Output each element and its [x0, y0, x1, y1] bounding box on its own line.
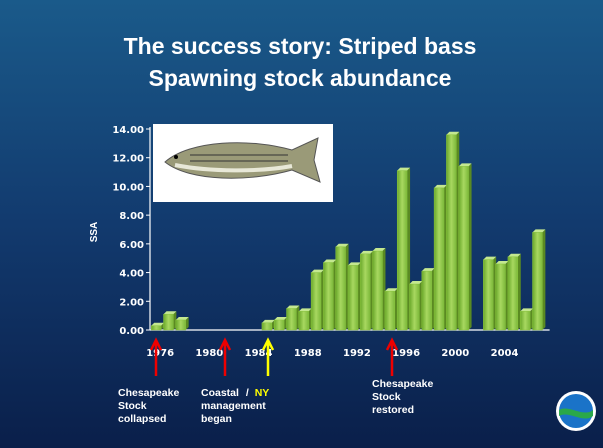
bar-top — [298, 308, 312, 312]
y-tick-label: 2.00 — [119, 297, 144, 308]
bar — [323, 262, 334, 331]
bar-top — [348, 262, 361, 266]
y-tick-label: 0.00 — [119, 326, 144, 337]
bar — [532, 232, 543, 331]
bar-top — [335, 243, 349, 247]
annotation: Coastal / NY management began — [201, 387, 272, 425]
x-tick-label: 2004 — [491, 348, 519, 359]
y-tick-label: 4.00 — [119, 269, 144, 280]
bar — [261, 322, 273, 331]
bar-side — [542, 229, 546, 330]
bar — [396, 170, 408, 331]
bar — [273, 319, 285, 331]
bar — [483, 259, 494, 331]
x-tick-label: 1980 — [195, 348, 223, 359]
y-tick-label: 14.00 — [112, 125, 144, 136]
bar-top — [520, 308, 534, 312]
x-tick-label: 1984 — [245, 348, 273, 359]
bar — [360, 253, 371, 331]
bar-top — [495, 260, 509, 264]
bar-top — [409, 281, 423, 285]
bar — [310, 272, 322, 331]
bar — [298, 311, 309, 331]
bar — [507, 256, 519, 331]
x-tick-label: 1988 — [294, 348, 322, 359]
bar-top — [483, 256, 497, 260]
bar — [384, 290, 396, 331]
bar-top — [397, 167, 411, 171]
bar — [458, 166, 469, 331]
x-tick-label: 1976 — [146, 348, 174, 359]
bar-top — [421, 268, 435, 272]
y-axis-label: SSA — [89, 222, 100, 243]
x-tick-label: 1992 — [343, 348, 371, 359]
bar — [519, 311, 531, 331]
bar-top — [458, 163, 472, 167]
bar-top — [372, 248, 386, 252]
bar — [409, 283, 420, 331]
bar-top — [507, 253, 521, 257]
y-tick-label: 8.00 — [119, 211, 144, 222]
y-tick-label: 12.00 — [112, 154, 144, 165]
subtitle: Spawning stock abundance — [149, 65, 452, 91]
bar — [150, 325, 162, 331]
bar — [175, 319, 186, 331]
bar-side — [468, 163, 472, 330]
bar-top — [323, 259, 337, 263]
bar-side — [517, 253, 521, 330]
x-tick-label: 1996 — [392, 348, 420, 359]
x-tick-label: 2000 — [441, 348, 469, 359]
bar-top — [151, 322, 165, 326]
arrows — [149, 337, 399, 376]
bar-side — [185, 316, 189, 330]
annotation: Chesapeake Stock restored — [372, 378, 436, 416]
y-tick-label: 6.00 — [119, 240, 144, 251]
bar — [421, 270, 432, 331]
bar-top — [261, 319, 275, 323]
y-tick-label: 10.00 — [112, 182, 144, 193]
bar — [335, 246, 346, 331]
bar-top — [532, 229, 546, 233]
logo — [556, 391, 596, 431]
bar-top — [434, 184, 447, 188]
bar-top — [163, 311, 177, 315]
plot: 0.00 2.00 4.00 6.00 8.00 10.00 12.00 14.00 1976 1… — [112, 125, 550, 359]
bar — [495, 263, 506, 331]
bar-top — [446, 131, 460, 135]
bar-top — [384, 288, 398, 292]
bar-top — [274, 316, 288, 320]
bar — [347, 265, 359, 331]
bar-top — [360, 250, 374, 254]
bar-top — [286, 305, 300, 309]
bar — [286, 308, 297, 331]
annotation: Chesapeake Stock collapsed — [118, 387, 182, 425]
bar — [163, 313, 174, 331]
fish-image — [153, 124, 333, 202]
title: The success story: Striped bass — [124, 33, 477, 59]
bar — [446, 134, 457, 331]
bar-top — [175, 316, 189, 320]
bar-top — [311, 269, 324, 273]
bar — [433, 187, 445, 331]
bar — [372, 250, 383, 331]
